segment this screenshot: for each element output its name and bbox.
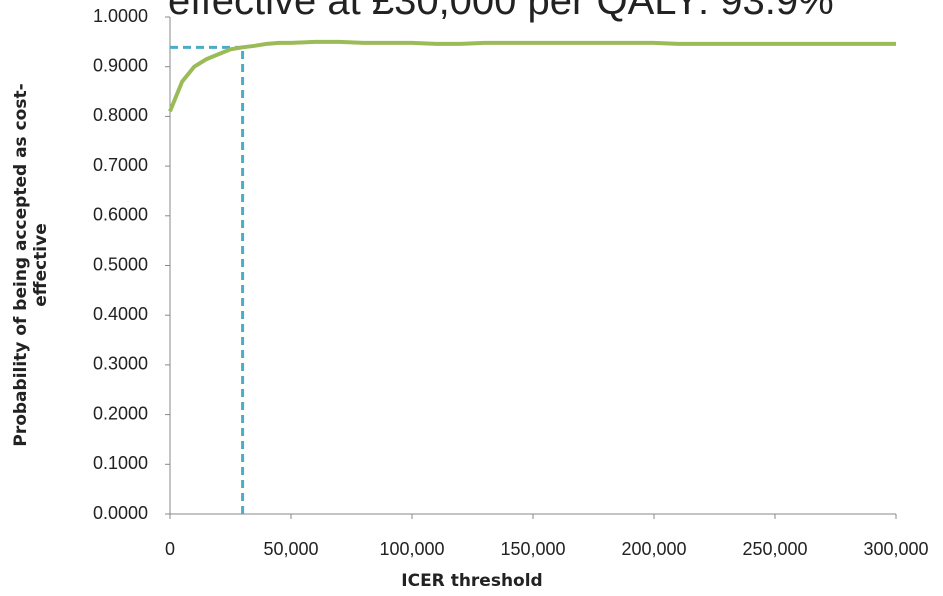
- y-tick-label: 0.6000: [93, 205, 148, 225]
- y-tick-label: 0.8000: [93, 105, 148, 125]
- x-tick-label: 150,000: [500, 539, 565, 559]
- x-tick-label: 300,000: [863, 539, 928, 559]
- x-tick-label: 100,000: [379, 539, 444, 559]
- x-tick-label: 50,000: [263, 539, 318, 559]
- y-axis-title-line: effective: [31, 223, 51, 306]
- y-tick-label: 0.1000: [93, 453, 148, 473]
- chart-title: effective at £30,000 per QALY: 93.9%: [168, 0, 834, 23]
- data-line: [168, 39, 896, 113]
- y-tick-label: 0.2000: [93, 403, 148, 423]
- x-axis-title: ICER threshold: [401, 571, 542, 591]
- y-axis-title: Probability of being accepted as cost- e…: [11, 83, 51, 446]
- y-axis-title-line: Probability of being accepted as cost-: [11, 83, 31, 446]
- y-tick-label: 0.0000: [93, 503, 148, 523]
- x-tick-label: 250,000: [742, 539, 807, 559]
- y-tick-label: 0.9000: [93, 55, 148, 75]
- y-tick-label: 0.7000: [93, 155, 148, 175]
- y-tick-label: 0.3000: [93, 354, 148, 374]
- x-tick-label: 200,000: [621, 539, 686, 559]
- y-tick-label: 0.4000: [93, 304, 148, 324]
- y-tick-label: 1.0000: [93, 6, 148, 26]
- y-tick-label: 0.5000: [93, 254, 148, 274]
- x-tick-label: 0: [165, 539, 175, 559]
